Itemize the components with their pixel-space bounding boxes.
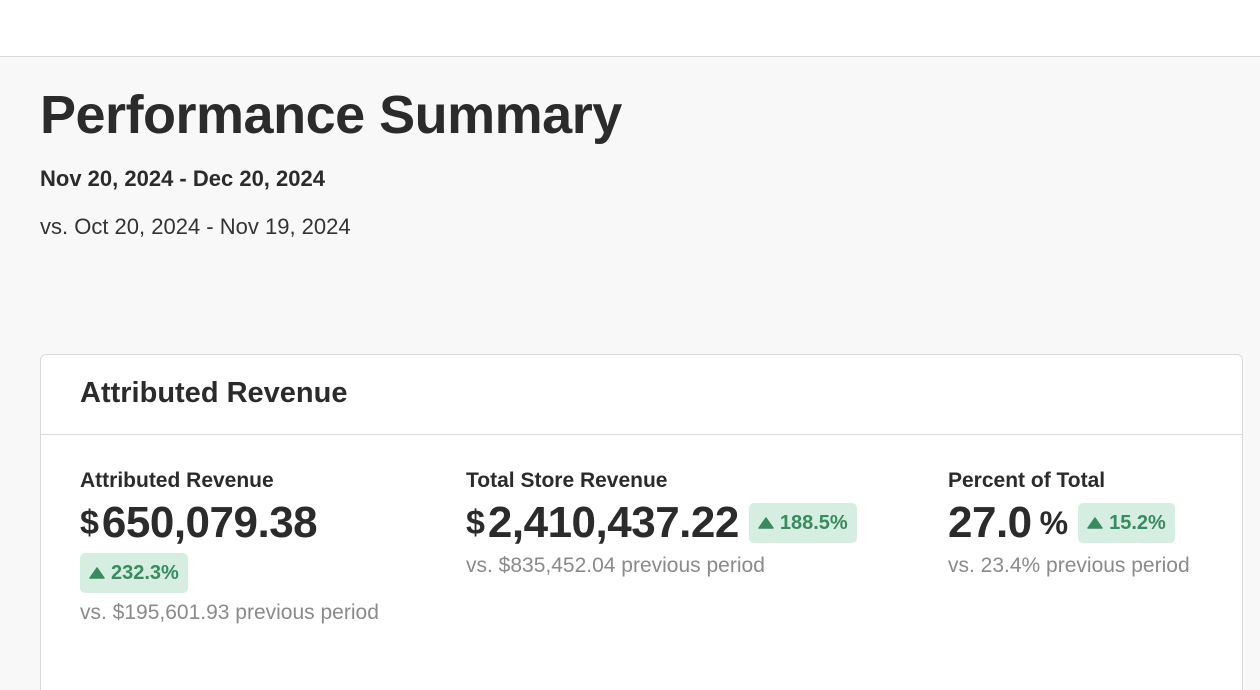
metric-value-row: 27.0 % 15.2%	[948, 498, 1204, 547]
change-badge: 15.2%	[1078, 503, 1175, 543]
metric-label: Percent of Total	[948, 469, 1106, 492]
previous-period: vs. 23.4% previous period	[948, 554, 1190, 577]
metric-label: Attributed Revenue	[80, 469, 274, 492]
change-badge: 188.5%	[748, 503, 857, 543]
change-value: 188.5%	[779, 511, 848, 534]
currency-symbol: $	[80, 503, 99, 542]
caret-up-icon	[89, 567, 105, 579]
metric-value: 650,079.38	[101, 498, 318, 547]
metric-total-store-revenue: Total Store Revenue $ 2,410,437.22 188.5…	[466, 468, 916, 578]
change-value: 232.3%	[111, 561, 179, 584]
metric-unit: %	[1039, 504, 1069, 541]
metric-percent-of-total: Percent of Total 27.0 % 15.2% vs. 23.4% …	[948, 468, 1204, 578]
page-title: Performance Summary	[40, 85, 622, 145]
change-value: 15.2%	[1109, 511, 1166, 534]
previous-period: vs. $195,601.93 previous period	[80, 601, 379, 624]
metric-value-row: $ 2,410,437.22 188.5%	[466, 498, 916, 547]
change-badge: 232.3%	[80, 553, 188, 593]
compare-range: vs. Oct 20, 2024 - Nov 19, 2024	[40, 214, 351, 239]
previous-period: vs. $835,452.04 previous period	[466, 554, 765, 577]
currency-symbol: $	[466, 503, 485, 542]
card-header: Attributed Revenue	[41, 355, 1242, 435]
caret-up-icon	[1087, 517, 1103, 529]
metric-value-row: $ 650,079.38	[80, 498, 460, 547]
metric-attributed-revenue: Attributed Revenue $ 650,079.38 232.3% v…	[80, 468, 460, 625]
date-range: Nov 20, 2024 - Dec 20, 2024	[40, 166, 325, 191]
card-title: Attributed Revenue	[80, 377, 348, 409]
top-bar	[0, 0, 1260, 57]
metric-value: 2,410,437.22	[487, 498, 739, 547]
metric-label: Total Store Revenue	[466, 469, 668, 492]
metric-value: 27.0	[948, 498, 1032, 547]
attributed-revenue-card: Attributed Revenue Attributed Revenue $ …	[40, 354, 1243, 690]
caret-up-icon	[758, 517, 774, 529]
